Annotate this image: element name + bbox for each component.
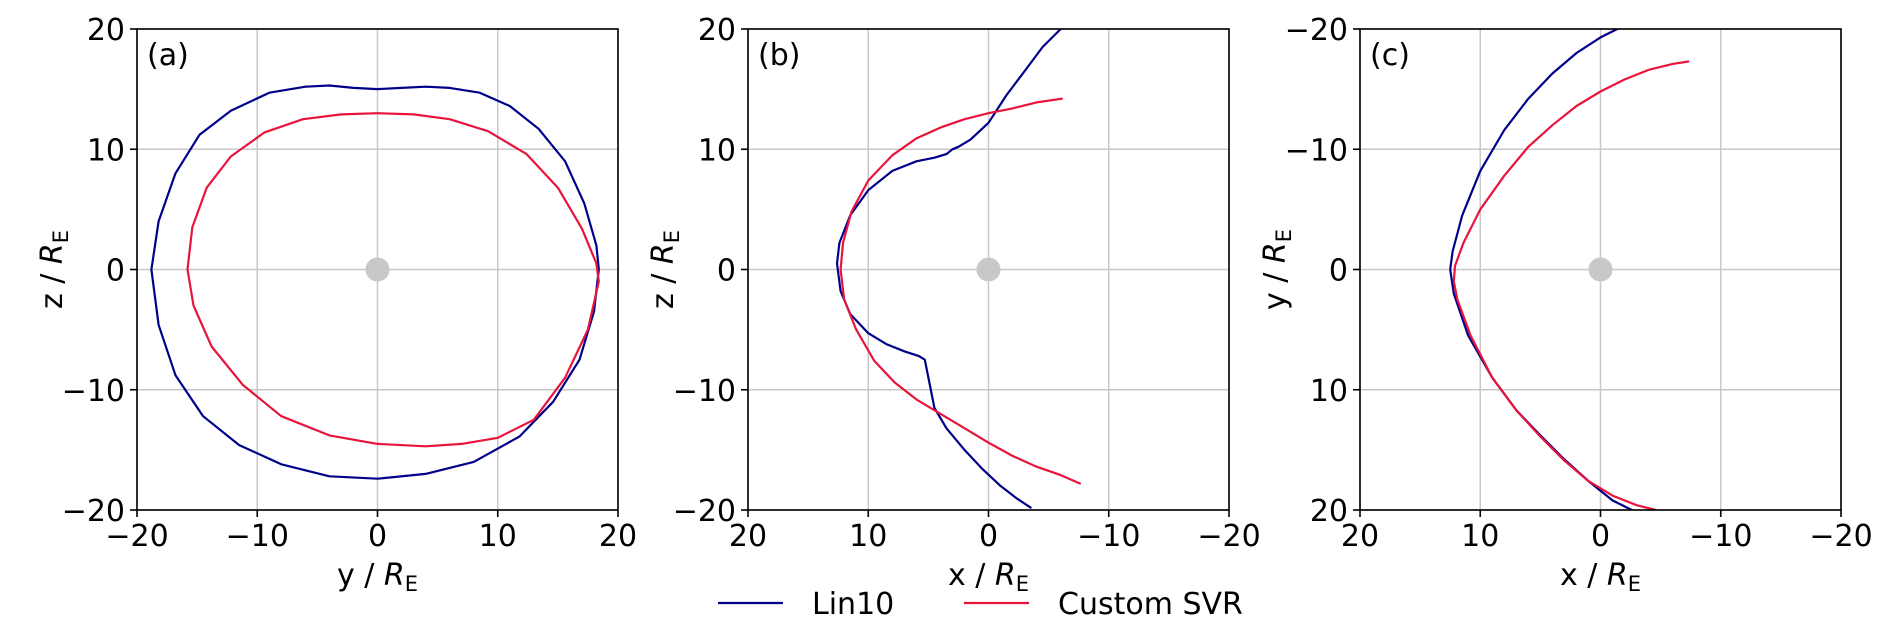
x-axis-label-sub: E [405,572,418,596]
legend: Lin10 Custom SVR [718,587,1243,622]
x-axis-label-r: R [995,558,1016,593]
x-tick-label: 20 [599,519,637,554]
x-axis-label: x / RE [948,558,1029,596]
earth-marker [1588,257,1613,282]
y-axis-label-r: R [35,243,70,264]
x-axis-label-main: x / [948,558,995,593]
x-axis-label-sub: E [1628,572,1641,596]
y-tick-label: 0 [717,254,736,289]
y-axis-label-r: R [1258,242,1293,263]
y-axis-label: z / RE [646,230,684,309]
x-tick-label: −10 [226,519,289,554]
y-axis-label-sub: E [660,230,684,243]
x-tick-label: 0 [979,519,998,554]
x-tick-label: 0 [368,519,387,554]
y-axis-label-main: z / [35,264,70,309]
x-tick-label: 10 [479,519,517,554]
series-line-custom-svr [186,112,600,448]
x-tick-label: 20 [1341,519,1379,554]
y-tick-label: −20 [62,494,125,529]
y-tick-label: 20 [1310,494,1348,529]
x-tick-label: −20 [1197,519,1260,554]
earth-marker [365,257,390,282]
x-tick-label: −10 [1077,519,1140,554]
y-tick-label: 10 [698,133,736,168]
series-line-lin10 [835,29,1062,509]
x-tick-label: −20 [1809,519,1872,554]
series-line-lin10 [150,84,600,480]
y-tick-label: 0 [106,254,125,289]
y-axis-label-sub: E [49,230,73,243]
y-tick-label: −20 [1285,13,1348,48]
y-axis-label-main: y / [1258,263,1293,310]
legend-label-custom-svr: Custom SVR [1058,587,1243,622]
y-tick-label: 20 [698,13,736,48]
panel-label: (b) [758,38,800,73]
y-axis-label-main: z / [646,264,681,309]
x-tick-label: 0 [1591,519,1610,554]
y-tick-label: −20 [673,494,736,529]
panel-label: (c) [1370,38,1410,73]
x-tick-label: −10 [1689,519,1752,554]
y-axis-label-r: R [646,243,681,264]
series-line-custom-svr [839,97,1081,485]
y-axis-label: z / RE [35,230,73,309]
x-axis-label-main: y / [337,558,384,593]
x-axis-label-sub: E [1016,572,1029,596]
series-line-custom-svr [1452,60,1690,510]
y-tick-label: −10 [62,374,125,409]
y-tick-label: 20 [87,13,125,48]
x-tick-label: −20 [105,519,168,554]
y-axis-label: y / RE [1258,229,1296,310]
panel-label: (a) [147,38,189,73]
y-tick-label: 10 [87,133,125,168]
y-tick-label: −10 [673,374,736,409]
x-tick-label: 20 [729,519,767,554]
x-tick-label: 10 [849,519,887,554]
y-tick-label: −10 [1285,133,1348,168]
y-tick-label: 0 [1329,254,1348,289]
x-axis-label-main: x / [1560,558,1607,593]
x-tick-label: 10 [1461,519,1499,554]
legend-label-lin10: Lin10 [812,587,894,622]
earth-marker [976,257,1001,282]
y-axis-label-sub: E [1272,229,1296,242]
y-tick-label: 10 [1310,374,1348,409]
x-axis-label: y / RE [337,558,418,596]
x-axis-label-r: R [1607,558,1628,593]
x-axis-label: x / RE [1560,558,1641,596]
x-axis-label-r: R [384,558,405,593]
